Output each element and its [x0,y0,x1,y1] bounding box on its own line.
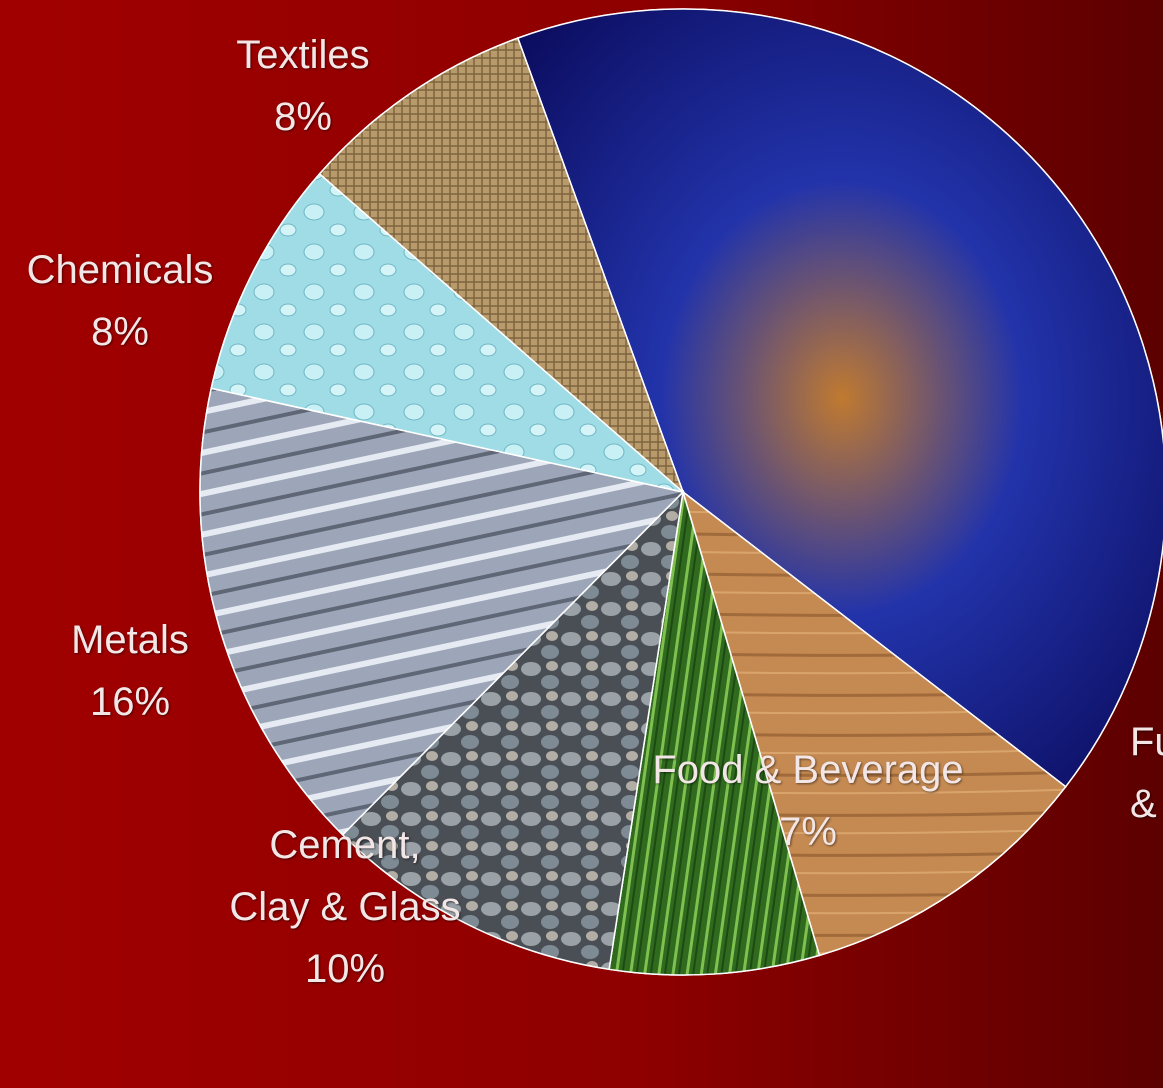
value-label: 10% [304,947,386,991]
value-label: 7% [779,810,837,854]
category-label: Chemicals [26,248,214,292]
category-label: Metals [71,618,189,662]
slice-label: Fu & [1130,711,1163,835]
slice-texture [516,8,1163,788]
value-label: 16% [89,680,171,724]
value-label: 8% [91,310,149,354]
slice-texture [681,489,1067,957]
value-label: 8% [274,95,332,139]
category-label: Food & Beverage [652,748,964,792]
slice-label: Cement, Clay & Glass 10% [145,814,545,1000]
slice-texture [199,387,685,836]
category-label: Cement, Clay & Glass [229,823,461,929]
category-label: Textiles [236,33,370,77]
slice-texture [318,37,684,493]
slice-label: Metals 16% [0,609,330,733]
slice-texture [341,489,685,971]
slice-label: Textiles 8% [103,24,503,148]
slice-label: Chemicals 8% [0,239,320,363]
slice-texture [608,491,821,976]
category-label: Fu & [1130,720,1163,826]
slice-label: Food & Beverage 7% [608,739,1008,863]
slice-texture [210,172,684,493]
